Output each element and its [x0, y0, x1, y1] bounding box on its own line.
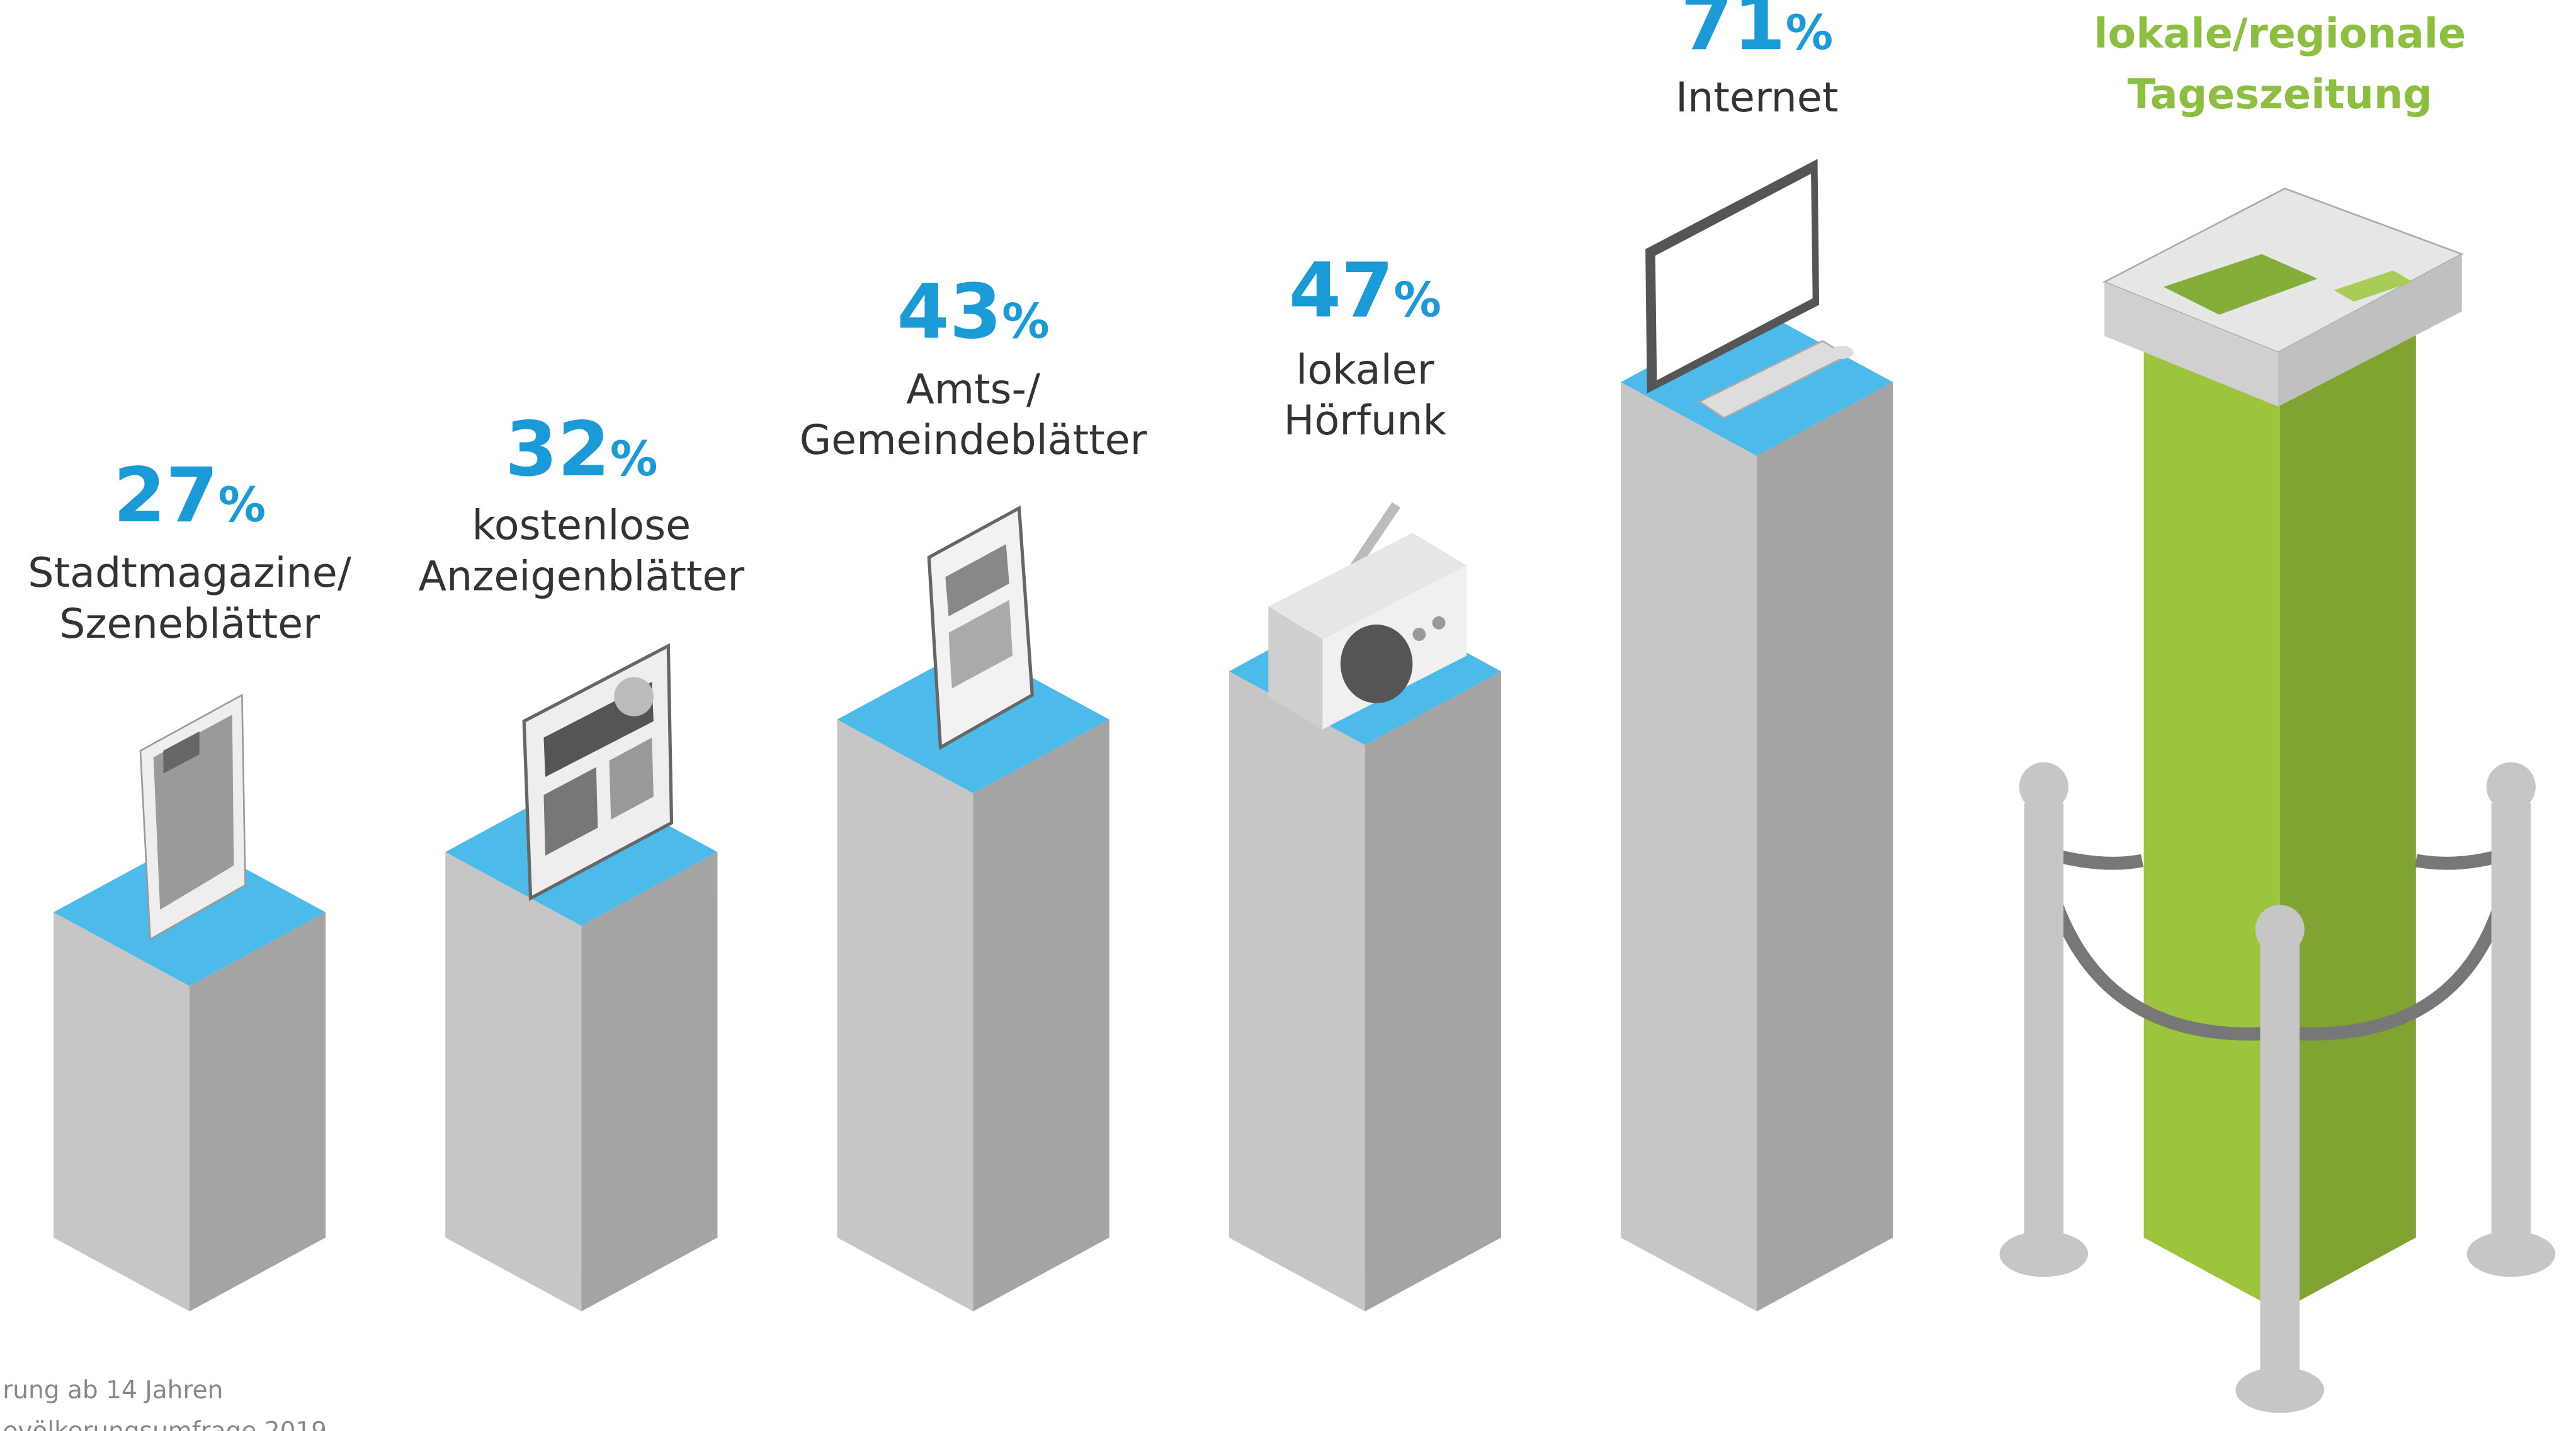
pillar-front [445, 852, 582, 1311]
value-label: 27% [113, 452, 266, 540]
pillar-front [837, 719, 973, 1311]
pillar-side [2279, 322, 2416, 1311]
category-label: Internet [1676, 74, 1838, 122]
pillar-front [53, 912, 190, 1311]
value-label: 71% [1681, 0, 1833, 67]
pillar-front [2143, 322, 2280, 1311]
pillar [1228, 597, 1501, 1311]
category-label: Stadtmagazine/Szeneblätter [28, 550, 351, 648]
pillar-side [581, 852, 718, 1311]
pillar-front [1228, 671, 1365, 1311]
bulletin-icon [927, 505, 1035, 750]
note: rung ab 14 Jahren [3, 1376, 223, 1405]
value-label: 32% [505, 406, 657, 494]
pillar [53, 838, 326, 1311]
pillars [53, 248, 2416, 1311]
pillar-front [1621, 382, 1757, 1311]
value-label: 43% [897, 268, 1049, 356]
daily-newspaper-icon [2102, 188, 2464, 407]
category-label: kostenlose Anzeigenblätter [418, 502, 744, 601]
stanchions [1999, 762, 2556, 1413]
pillar-side [190, 912, 326, 1311]
category-label: lokale/regionale Tageszeitung [2094, 11, 2466, 118]
value-label: 47% [1289, 247, 1441, 335]
category-label: Amts-/Gemeindeblätter [800, 366, 1147, 465]
pillar-side [1757, 382, 1893, 1311]
newspaper-icon [522, 643, 674, 902]
computer-icon [1645, 159, 1854, 419]
radio-icon [1268, 502, 1467, 730]
pillar-side [973, 719, 1109, 1311]
pillar [1621, 308, 1893, 1311]
pillar-side [1365, 671, 1501, 1311]
note: evölkerungsumfrage 2019 [3, 1417, 327, 1431]
tablet-icon [139, 693, 246, 941]
pillar [837, 645, 1109, 1311]
icons [139, 159, 2556, 1413]
category-label: lokaler Hörfunk [1284, 346, 1447, 444]
